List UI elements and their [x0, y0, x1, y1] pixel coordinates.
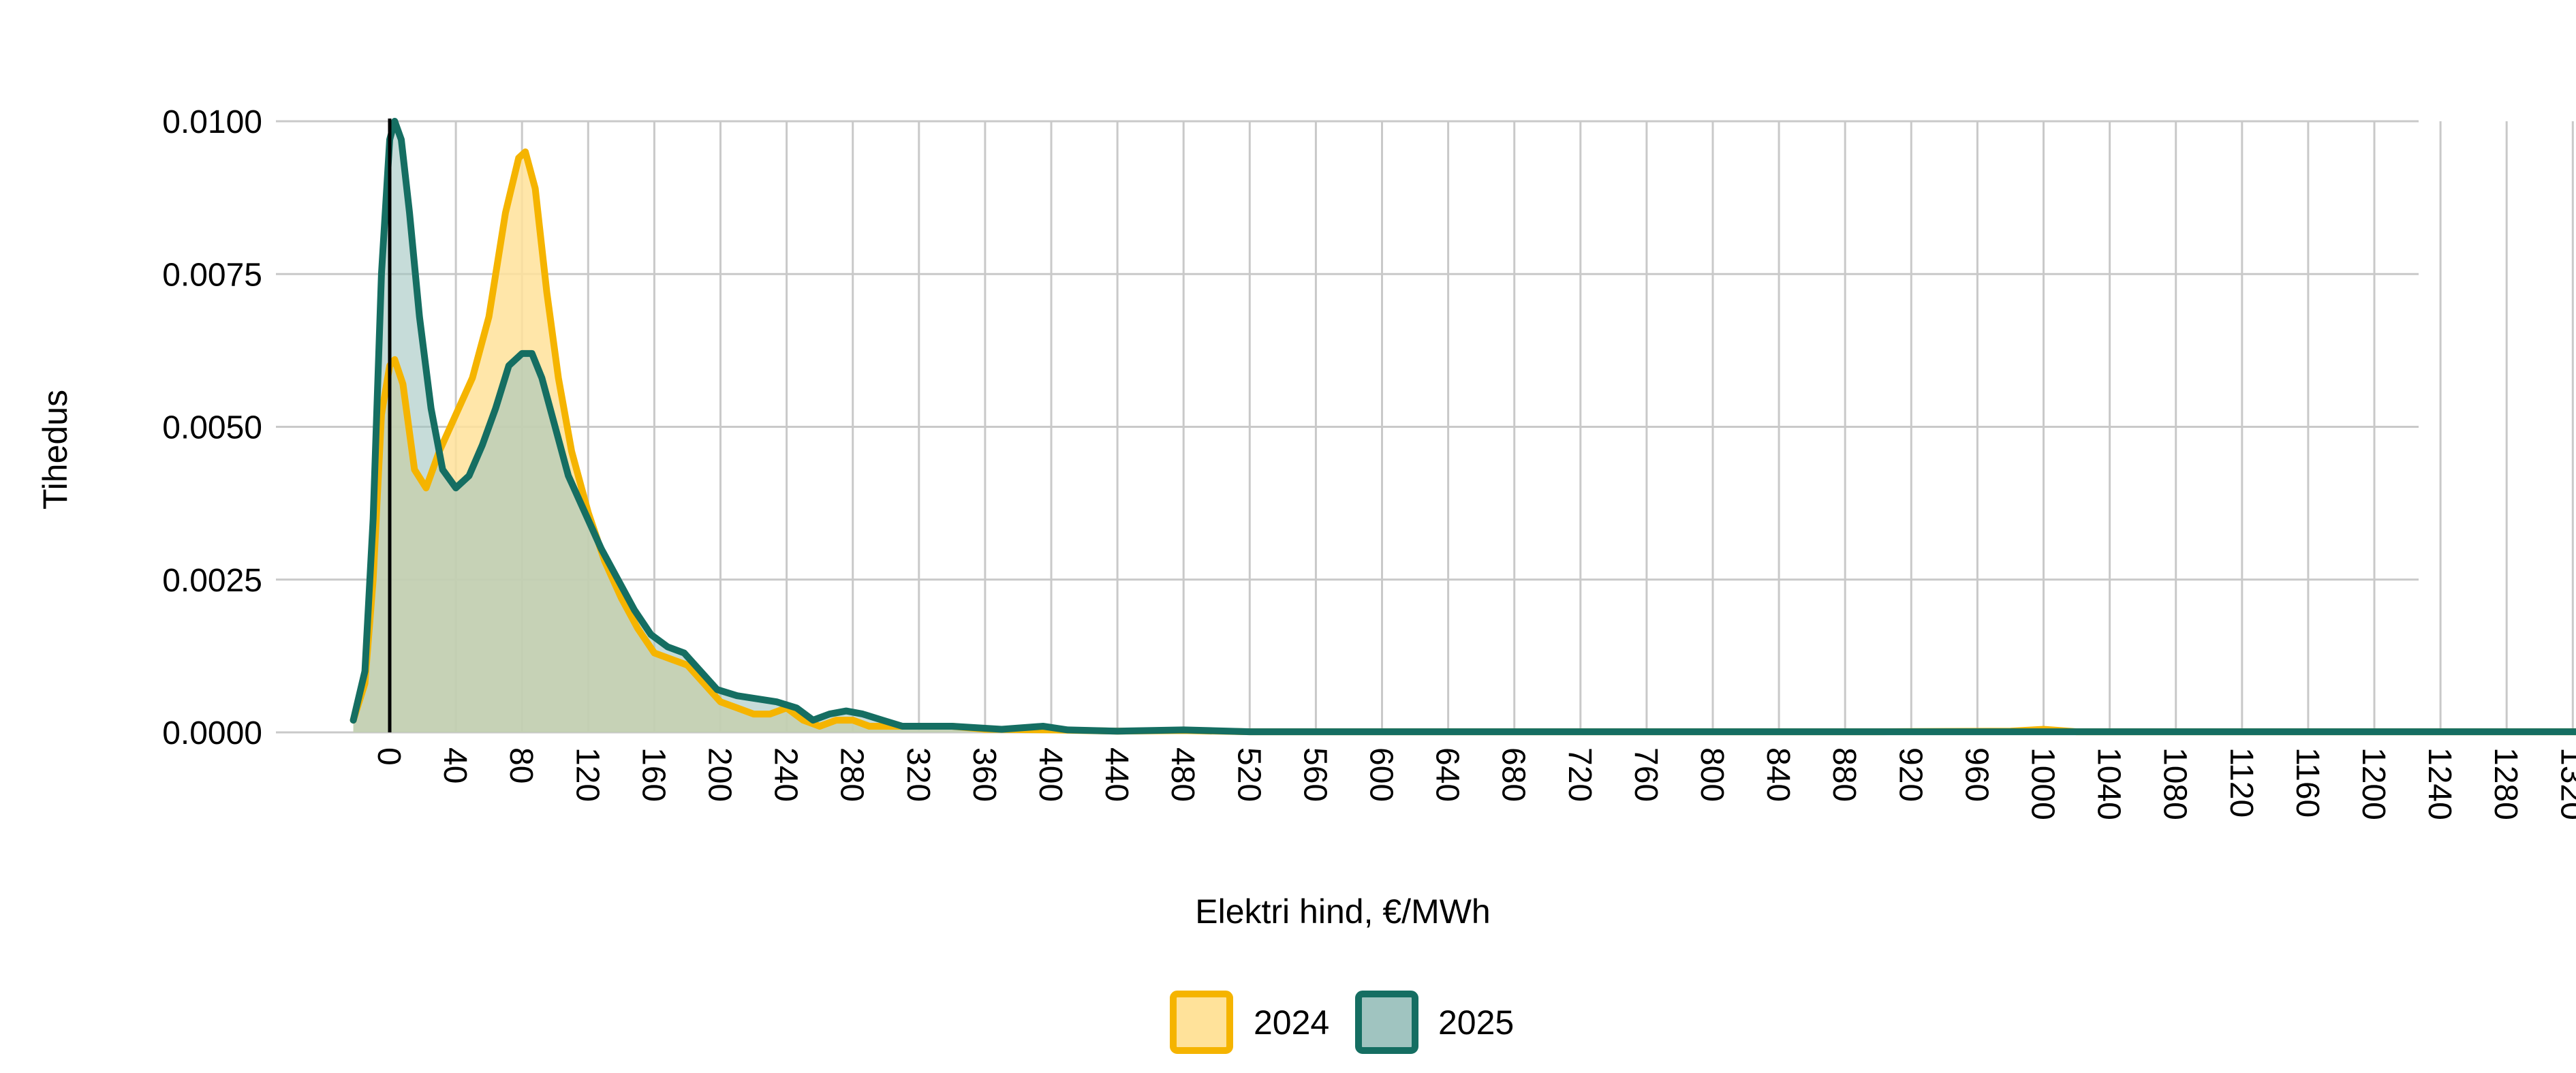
x-tick-label: 200: [702, 747, 738, 802]
x-tick-label: 400: [1032, 747, 1068, 802]
legend-label-2025: 2025: [1438, 1004, 1514, 1042]
x-tick-label: 480: [1164, 747, 1200, 802]
legend-swatch-2025: [1355, 991, 1418, 1054]
x-tick-label: 560: [1297, 747, 1333, 802]
x-tick-label: 1120: [2223, 747, 2259, 818]
x-tick-label: 600: [1363, 747, 1399, 802]
x-tick-label: 720: [1562, 747, 1598, 802]
x-tick-label: 1200: [2355, 747, 2391, 820]
x-tick-label: 760: [1628, 747, 1664, 802]
y-tick-label: 0.0075: [162, 257, 262, 293]
x-tick-label: 640: [1429, 747, 1465, 802]
x-tick-label: 1320: [2554, 747, 2576, 820]
x-axis-ticks: 0 40 80 120 160 200 240 280 320 360 400 440 480 520 56…: [371, 747, 2576, 820]
x-tick-label: 240: [768, 747, 804, 802]
x-tick-label: 960: [1958, 747, 1994, 802]
y-axis-ticks: 0.0000 0.0025 0.0050 0.0075 0.0100: [162, 104, 262, 751]
x-tick-label: 680: [1495, 747, 1532, 802]
x-tick-label: 1160: [2289, 747, 2325, 818]
x-tick-label: 840: [1760, 747, 1796, 802]
x-tick-label: 520: [1230, 747, 1267, 802]
x-tick-label: 120: [569, 747, 605, 802]
x-tick-label: 800: [1694, 747, 1730, 802]
x-tick-label: 440: [1098, 747, 1134, 802]
x-tick-label: 1000: [2025, 747, 2061, 820]
x-tick-label: 1240: [2421, 747, 2457, 820]
x-tick-label: 1040: [2091, 747, 2127, 820]
x-tick-label: 1080: [2157, 747, 2193, 820]
x-tick-label: 1280: [2487, 747, 2524, 820]
x-tick-label: 40: [437, 747, 473, 783]
y-axis-title: Tihedus: [36, 390, 74, 510]
x-axis-title: Elektri hind, €/MWh: [1195, 892, 1490, 931]
legend-label-2024: 2024: [1254, 1004, 1329, 1042]
legend: 2024 2025: [1170, 991, 1514, 1054]
density-fills: [353, 121, 2576, 732]
x-tick-label: 880: [1826, 747, 1862, 802]
x-tick-label: 280: [834, 747, 870, 802]
y-tick-label: 0.0100: [162, 104, 262, 140]
x-tick-label: 920: [1892, 747, 1928, 802]
density-area-2025: [353, 121, 2576, 732]
x-tick-label: 0: [371, 747, 407, 766]
x-tick-label: 320: [900, 747, 936, 802]
density-line-2025: [350, 118, 2576, 736]
density-lines: [350, 118, 2576, 736]
y-tick-label: 0.0050: [162, 410, 262, 446]
y-tick-label: 0.0025: [162, 563, 262, 599]
x-tick-label: 160: [635, 747, 671, 802]
x-tick-label: 80: [503, 747, 539, 783]
x-tick-label: 360: [966, 747, 1002, 802]
y-tick-label: 0.0000: [162, 715, 262, 751]
legend-swatch-2024: [1170, 991, 1233, 1054]
